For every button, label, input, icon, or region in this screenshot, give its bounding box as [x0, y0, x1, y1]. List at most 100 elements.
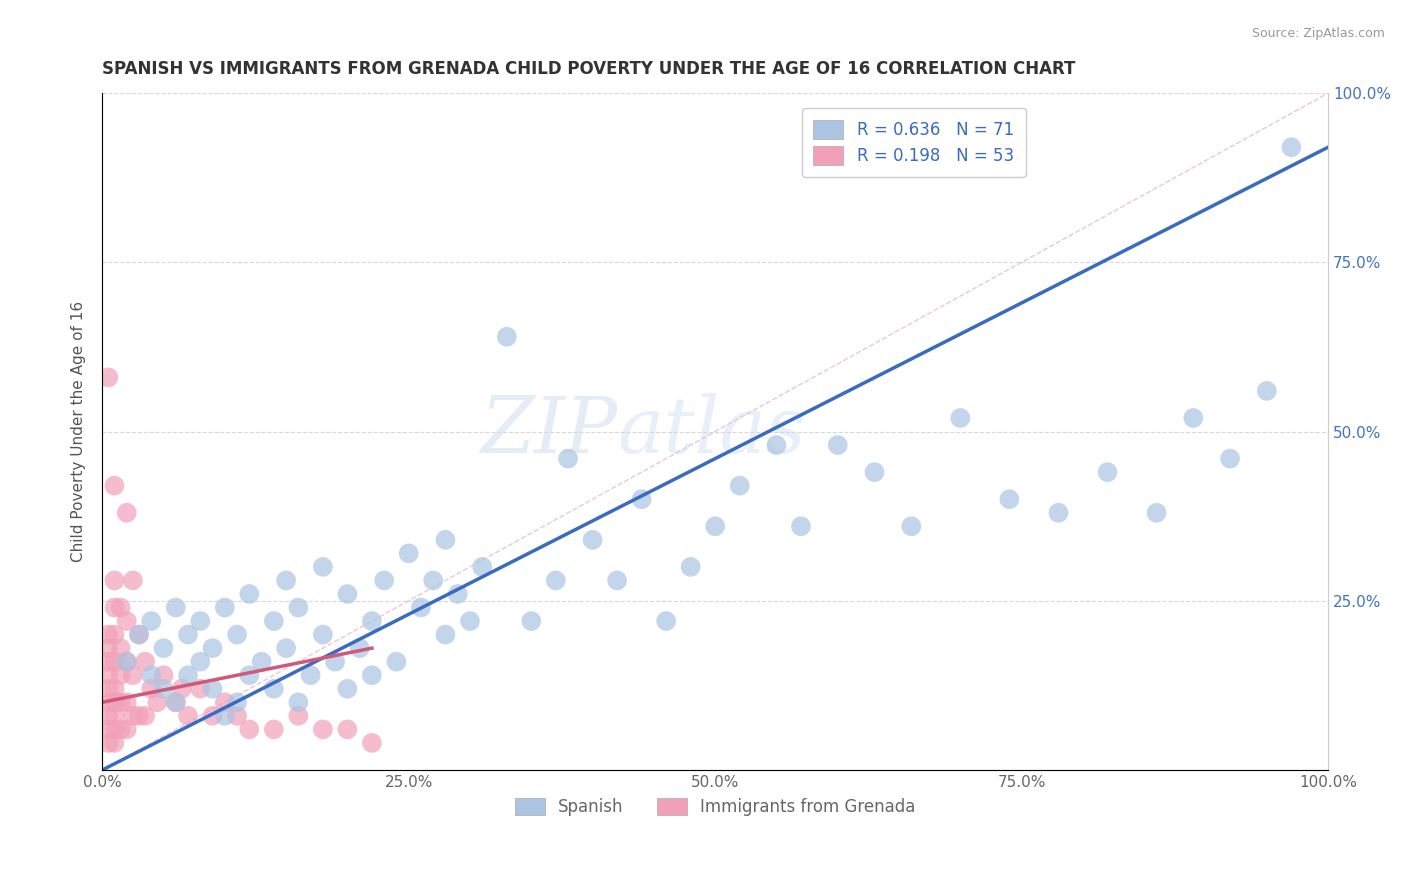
- Point: [238, 723, 260, 737]
- Point: [103, 627, 125, 641]
- Point: [274, 641, 297, 656]
- Point: [434, 533, 457, 547]
- Y-axis label: Child Poverty Under the Age of 16: Child Poverty Under the Age of 16: [72, 301, 86, 562]
- Point: [115, 655, 138, 669]
- Point: [1279, 140, 1302, 154]
- Point: [606, 574, 628, 588]
- Point: [1256, 384, 1278, 398]
- Point: [349, 641, 371, 656]
- Point: [177, 668, 200, 682]
- Point: [115, 695, 138, 709]
- Point: [458, 614, 481, 628]
- Point: [110, 600, 132, 615]
- Point: [146, 695, 169, 709]
- Point: [115, 506, 138, 520]
- Point: [287, 709, 309, 723]
- Point: [336, 723, 359, 737]
- Point: [263, 614, 285, 628]
- Point: [97, 681, 120, 696]
- Point: [128, 709, 150, 723]
- Point: [103, 695, 125, 709]
- Point: [134, 655, 156, 669]
- Point: [361, 614, 384, 628]
- Point: [226, 695, 249, 709]
- Point: [134, 709, 156, 723]
- Point: [226, 709, 249, 723]
- Point: [238, 587, 260, 601]
- Point: [274, 574, 297, 588]
- Point: [165, 695, 187, 709]
- Point: [170, 681, 193, 696]
- Point: [141, 681, 163, 696]
- Point: [97, 641, 120, 656]
- Point: [214, 600, 236, 615]
- Point: [263, 723, 285, 737]
- Point: [863, 465, 886, 479]
- Point: [214, 695, 236, 709]
- Point: [103, 709, 125, 723]
- Point: [201, 681, 224, 696]
- Point: [312, 627, 335, 641]
- Text: ZIP: ZIP: [479, 393, 617, 470]
- Point: [434, 627, 457, 641]
- Point: [250, 655, 273, 669]
- Point: [165, 600, 187, 615]
- Point: [121, 574, 143, 588]
- Point: [177, 627, 200, 641]
- Point: [110, 723, 132, 737]
- Point: [97, 695, 120, 709]
- Point: [728, 478, 751, 492]
- Point: [655, 614, 678, 628]
- Point: [177, 709, 200, 723]
- Point: [201, 709, 224, 723]
- Point: [447, 587, 470, 601]
- Point: [110, 695, 132, 709]
- Point: [949, 411, 972, 425]
- Point: [188, 614, 211, 628]
- Point: [385, 655, 408, 669]
- Text: atlas: atlas: [617, 393, 806, 470]
- Point: [361, 736, 384, 750]
- Point: [97, 736, 120, 750]
- Point: [1097, 465, 1119, 479]
- Point: [495, 330, 517, 344]
- Point: [312, 723, 335, 737]
- Point: [336, 587, 359, 601]
- Point: [115, 723, 138, 737]
- Point: [226, 627, 249, 641]
- Point: [115, 655, 138, 669]
- Point: [188, 681, 211, 696]
- Point: [152, 668, 174, 682]
- Point: [1219, 451, 1241, 466]
- Point: [188, 655, 211, 669]
- Point: [581, 533, 603, 547]
- Point: [238, 668, 260, 682]
- Point: [103, 478, 125, 492]
- Point: [97, 723, 120, 737]
- Point: [544, 574, 567, 588]
- Point: [287, 600, 309, 615]
- Point: [422, 574, 444, 588]
- Point: [152, 681, 174, 696]
- Point: [103, 723, 125, 737]
- Point: [128, 627, 150, 641]
- Point: [121, 709, 143, 723]
- Point: [115, 614, 138, 628]
- Point: [97, 668, 120, 682]
- Point: [790, 519, 813, 533]
- Point: [679, 560, 702, 574]
- Point: [103, 574, 125, 588]
- Point: [97, 655, 120, 669]
- Point: [103, 681, 125, 696]
- Point: [141, 614, 163, 628]
- Point: [630, 492, 652, 507]
- Text: SPANISH VS IMMIGRANTS FROM GRENADA CHILD POVERTY UNDER THE AGE OF 16 CORRELATION: SPANISH VS IMMIGRANTS FROM GRENADA CHILD…: [103, 60, 1076, 78]
- Point: [704, 519, 727, 533]
- Point: [110, 668, 132, 682]
- Point: [1146, 506, 1168, 520]
- Point: [299, 668, 322, 682]
- Point: [398, 546, 420, 560]
- Point: [97, 370, 120, 384]
- Point: [263, 681, 285, 696]
- Point: [141, 668, 163, 682]
